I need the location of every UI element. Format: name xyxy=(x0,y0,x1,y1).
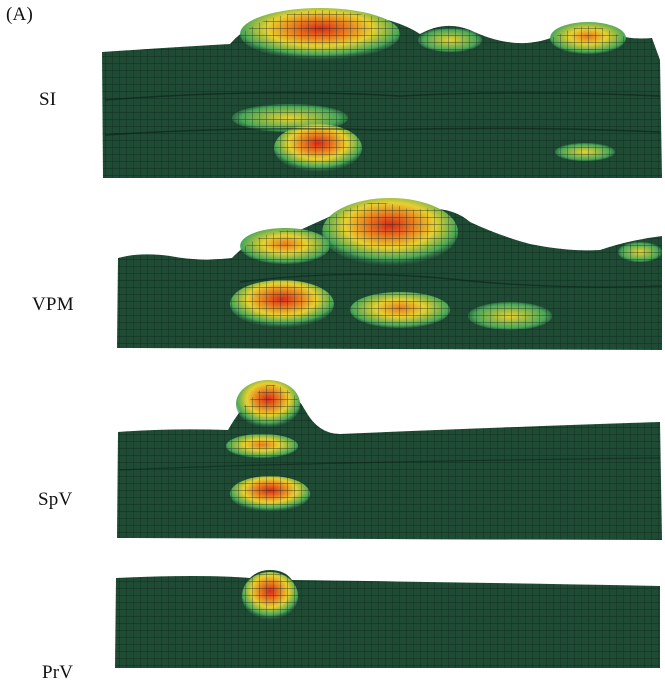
surface-label-si: SI xyxy=(39,89,57,110)
surface-prv xyxy=(115,570,660,668)
panel-label: (A) xyxy=(6,4,33,25)
surface-label-prv: PrV xyxy=(42,662,74,683)
surface-label-vpm: VPM xyxy=(32,294,74,315)
surface-label-spv: SpV xyxy=(38,489,73,510)
surface-si xyxy=(102,8,662,178)
surface-vpm xyxy=(117,198,663,350)
surface-spv xyxy=(117,380,662,540)
